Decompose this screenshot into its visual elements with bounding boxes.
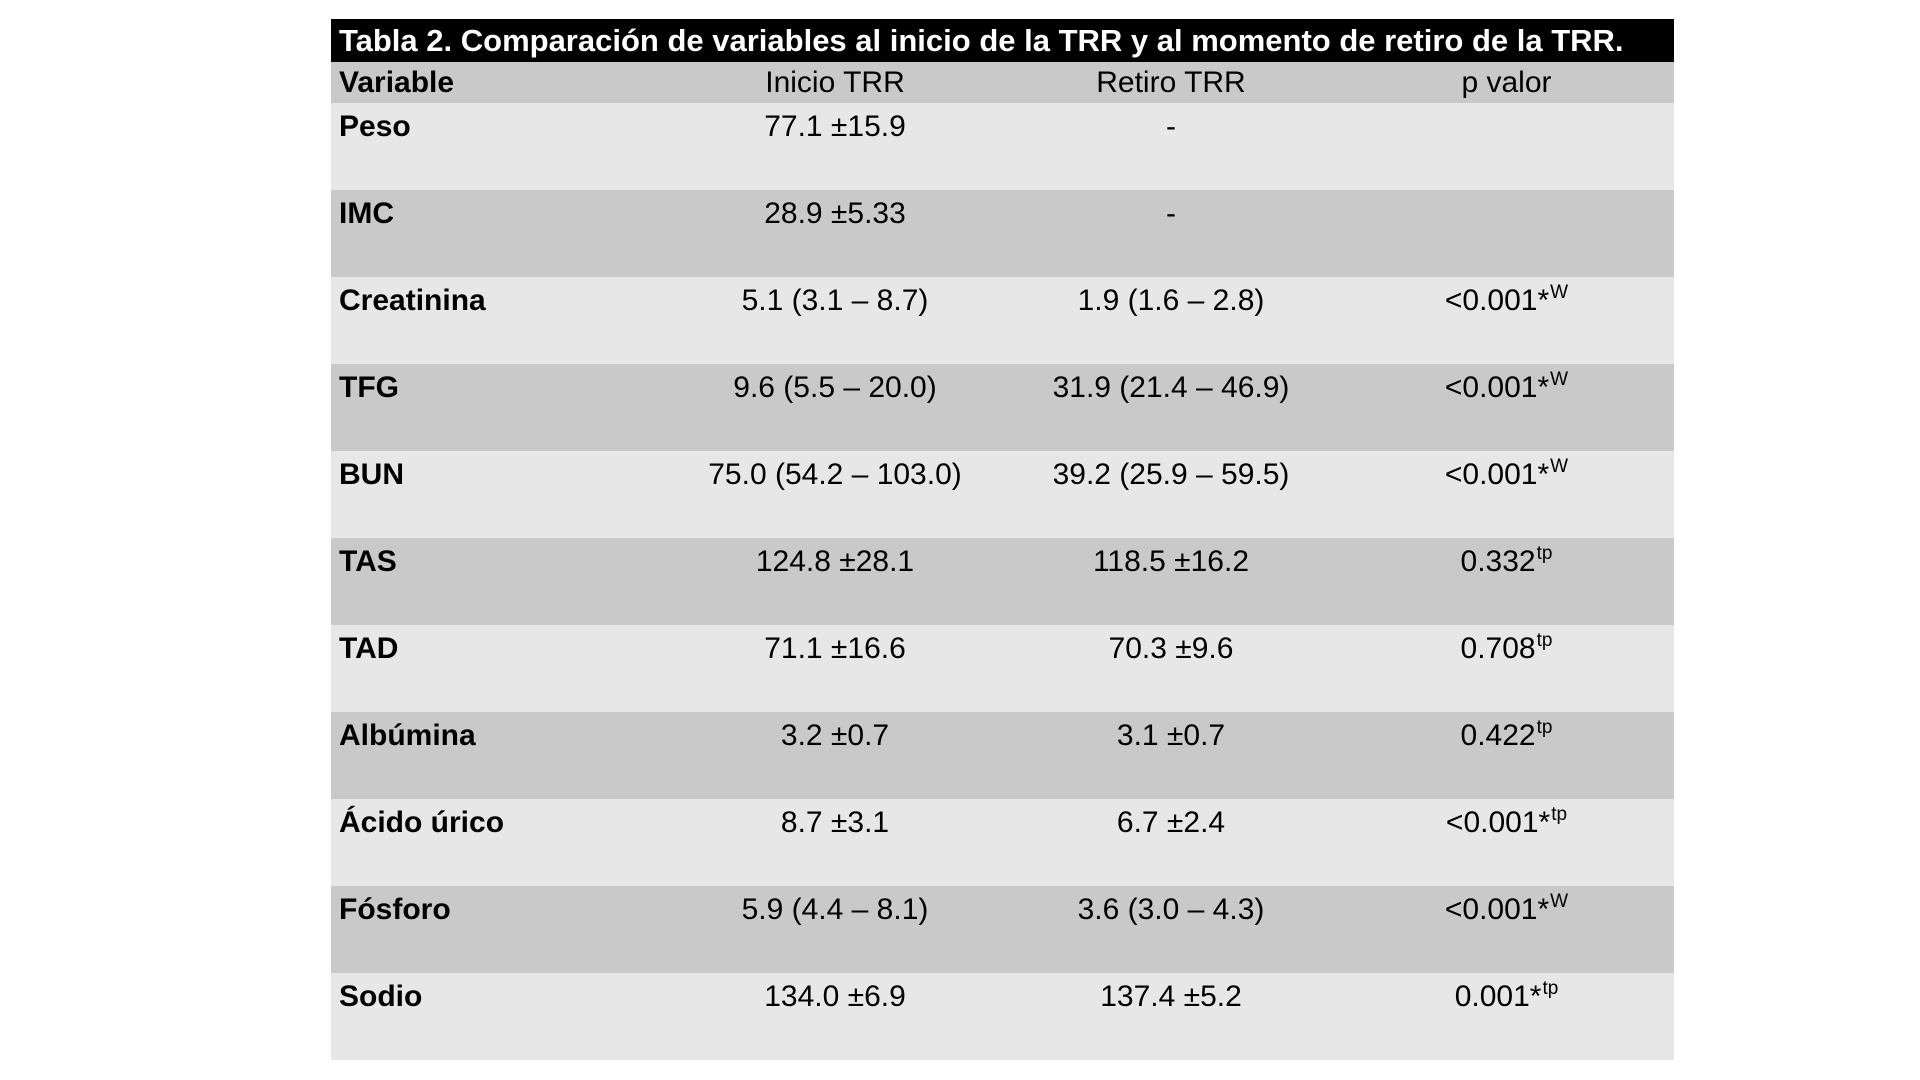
table-row: Sodio 134.0 ±6.9 137.4 ±5.2 0.001*tp: [331, 973, 1674, 1060]
cell-retiro: 3.1 ±0.7: [1116, 719, 1226, 752]
cell-retiro: -: [1166, 110, 1176, 143]
table-row: Albúmina 3.2 ±0.7 3.1 ±0.7 0.422tp: [331, 712, 1674, 799]
cell-retiro: -: [1166, 197, 1176, 230]
cell-p-valor: [1339, 190, 1674, 238]
cell-p-valor: <0.001*tp: [1339, 799, 1674, 847]
cell-retiro: 39.2 (25.9 – 59.5): [1052, 458, 1290, 491]
cell-retiro: 6.7 ±2.4: [1116, 806, 1226, 839]
table-row: TAD 71.1 ±16.6 70.3 ±9.6 0.708tp: [331, 625, 1674, 712]
cell-variable: IMC: [339, 197, 394, 230]
cell-p-valor: [1339, 103, 1674, 151]
table-row: Ácido úrico 8.7 ±3.1 6.7 ±2.4 <0.001*tp: [331, 799, 1674, 886]
cell-inicio: 75.0 (54.2 – 103.0): [708, 458, 962, 491]
cell-inicio: 5.9 (4.4 – 8.1): [741, 893, 929, 926]
cell-p-valor: <0.001*W: [1339, 886, 1674, 934]
header-variable: Variable: [339, 66, 455, 99]
p-value: 0.332: [1460, 545, 1536, 578]
cell-p-valor: 0.001*tp: [1339, 973, 1674, 1021]
cell-p-valor: 0.708tp: [1339, 625, 1674, 673]
cell-inicio: 71.1 ±16.6: [764, 632, 906, 665]
cell-retiro: 137.4 ±5.2: [1100, 980, 1242, 1013]
cell-p-valor: 0.332tp: [1339, 538, 1674, 586]
table-header-row: Variable Inicio TRR Retiro TRR p valor: [331, 62, 1674, 103]
p-value: 0.001*: [1454, 980, 1542, 1013]
cell-variable: Fósforo: [339, 893, 451, 926]
cell-retiro: 70.3 ±9.6: [1108, 632, 1234, 665]
p-test-superscript: tp: [1551, 804, 1568, 825]
cell-variable: Albúmina: [339, 719, 476, 752]
table-row: TFG 9.6 (5.5 – 20.0) 31.9 (21.4 – 46.9) …: [331, 364, 1674, 451]
cell-variable: BUN: [339, 458, 404, 491]
p-test-superscript: tp: [1536, 630, 1553, 651]
table-title: Tabla 2. Comparación de variables al ini…: [331, 19, 1674, 62]
table-row: TAS 124.8 ±28.1 118.5 ±16.2 0.332tp: [331, 538, 1674, 625]
cell-p-valor: 0.422tp: [1339, 712, 1674, 760]
cell-retiro: 31.9 (21.4 – 46.9): [1052, 371, 1290, 404]
comparison-table: Tabla 2. Comparación de variables al ini…: [331, 19, 1674, 1060]
p-test-superscript: tp: [1542, 978, 1559, 999]
cell-variable: Ácido úrico: [339, 806, 505, 839]
cell-variable: TAD: [339, 632, 399, 665]
cell-p-valor: <0.001*W: [1339, 364, 1674, 412]
cell-p-valor: <0.001*W: [1339, 451, 1674, 499]
p-value: <0.001*: [1444, 284, 1550, 317]
p-test-superscript: tp: [1536, 543, 1553, 564]
table-row: Fósforo 5.9 (4.4 – 8.1) 3.6 (3.0 – 4.3) …: [331, 886, 1674, 973]
p-value: <0.001*: [1444, 371, 1550, 404]
p-test-superscript: W: [1550, 456, 1569, 477]
p-value: <0.001*: [1445, 806, 1551, 839]
cell-retiro: 118.5 ±16.2: [1092, 545, 1250, 578]
table-row: IMC 28.9 ±5.33 -: [331, 190, 1674, 277]
p-value: <0.001*: [1444, 893, 1550, 926]
p-value: <0.001*: [1444, 458, 1550, 491]
cell-inicio: 9.6 (5.5 – 20.0): [733, 371, 937, 404]
cell-p-valor: <0.001*W: [1339, 277, 1674, 325]
cell-inicio: 124.8 ±28.1: [755, 545, 915, 578]
cell-inicio: 5.1 (3.1 – 8.7): [741, 284, 929, 317]
cell-variable: TAS: [339, 545, 397, 578]
table-row: Peso 77.1 ±15.9 -: [331, 103, 1674, 190]
cell-variable: TFG: [339, 371, 399, 404]
cell-inicio: 28.9 ±5.33: [764, 197, 906, 230]
p-value: 0.422: [1460, 719, 1536, 752]
cell-inicio: 3.2 ±0.7: [780, 719, 890, 752]
cell-variable: Sodio: [339, 980, 423, 1013]
cell-inicio: 8.7 ±3.1: [780, 806, 890, 839]
cell-inicio: 77.1 ±15.9: [764, 110, 906, 143]
cell-retiro: 1.9 (1.6 – 2.8): [1077, 284, 1265, 317]
p-test-superscript: tp: [1536, 717, 1553, 738]
cell-inicio: 134.0 ±6.9: [764, 980, 906, 1013]
header-inicio: Inicio TRR: [765, 66, 905, 99]
p-value: 0.708: [1460, 632, 1536, 665]
p-test-superscript: W: [1550, 369, 1569, 390]
cell-variable: Peso: [339, 110, 411, 143]
table-row: Creatinina 5.1 (3.1 – 8.7) 1.9 (1.6 – 2.…: [331, 277, 1674, 364]
p-test-superscript: W: [1550, 282, 1569, 303]
header-retiro: Retiro TRR: [1096, 66, 1246, 99]
p-test-superscript: W: [1550, 891, 1569, 912]
cell-variable: Creatinina: [339, 284, 486, 317]
header-p-valor: p valor: [1461, 66, 1552, 99]
cell-retiro: 3.6 (3.0 – 4.3): [1077, 893, 1265, 926]
table-row: BUN 75.0 (54.2 – 103.0) 39.2 (25.9 – 59.…: [331, 451, 1674, 538]
